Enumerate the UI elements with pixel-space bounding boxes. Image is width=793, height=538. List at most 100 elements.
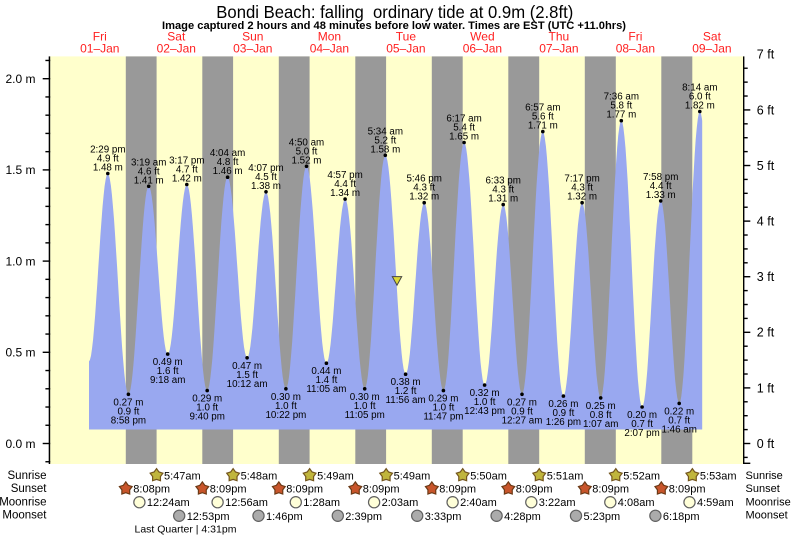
svg-text:1:26 pm: 1:26 pm	[546, 417, 581, 428]
svg-text:0.22 m: 0.22 m	[664, 406, 694, 417]
svg-text:0.30 m: 0.30 m	[350, 392, 380, 403]
svg-text:0.47 m: 0.47 m	[232, 361, 262, 372]
svg-text:4 ft: 4 ft	[757, 215, 775, 229]
svg-text:0.7 ft: 0.7 ft	[631, 419, 653, 430]
svg-text:5:34 am: 5:34 am	[368, 126, 403, 137]
svg-text:8:09pm: 8:09pm	[286, 484, 323, 496]
svg-text:4.5 ft: 4.5 ft	[255, 172, 277, 183]
svg-text:0.32 m: 0.32 m	[470, 388, 500, 399]
svg-text:2:40am: 2:40am	[460, 497, 497, 509]
svg-text:6:17 am: 6:17 am	[446, 114, 481, 125]
svg-text:12:53pm: 12:53pm	[187, 511, 230, 523]
svg-text:3:22am: 3:22am	[539, 497, 576, 509]
svg-text:0.49 m: 0.49 m	[153, 357, 183, 368]
svg-text:1.6 ft: 1.6 ft	[157, 366, 179, 377]
svg-text:4:08am: 4:08am	[618, 497, 655, 509]
svg-text:Fri: Fri	[628, 30, 642, 44]
svg-text:11:05 pm: 11:05 pm	[345, 410, 385, 421]
svg-text:1.4 ft: 1.4 ft	[316, 375, 338, 386]
svg-text:0.26 m: 0.26 m	[548, 399, 578, 410]
svg-text:02–Jan: 02–Jan	[157, 41, 196, 55]
svg-text:4:50 am: 4:50 am	[289, 137, 324, 148]
svg-text:6 ft: 6 ft	[757, 103, 775, 117]
svg-text:4.4 ft: 4.4 ft	[650, 181, 672, 192]
svg-text:5:52am: 5:52am	[623, 470, 660, 482]
svg-text:1.42 m: 1.42 m	[172, 174, 202, 185]
svg-text:0.7 ft: 0.7 ft	[668, 415, 690, 426]
svg-text:10:12 am: 10:12 am	[227, 379, 268, 390]
svg-text:0.44 m: 0.44 m	[311, 366, 341, 377]
svg-text:8:09pm: 8:09pm	[439, 484, 476, 496]
svg-text:1.46 m: 1.46 m	[213, 166, 243, 177]
svg-text:2:03am: 2:03am	[382, 497, 419, 509]
svg-text:Thu: Thu	[549, 30, 570, 44]
svg-text:1.32 m: 1.32 m	[567, 192, 597, 203]
svg-text:0.9 ft: 0.9 ft	[553, 408, 575, 419]
svg-text:5:46 pm: 5:46 pm	[406, 174, 441, 185]
svg-text:3:33pm: 3:33pm	[425, 511, 462, 523]
svg-text:0.0 m: 0.0 m	[5, 437, 35, 451]
svg-text:4:59am: 4:59am	[697, 497, 734, 509]
svg-text:Sun: Sun	[242, 30, 263, 44]
svg-text:1.0 ft: 1.0 ft	[433, 403, 455, 414]
svg-text:2:29 pm: 2:29 pm	[90, 145, 125, 156]
svg-text:1.65 m: 1.65 m	[449, 132, 479, 143]
svg-text:1.0 ft: 1.0 ft	[196, 403, 218, 414]
svg-text:7:17 pm: 7:17 pm	[564, 174, 599, 185]
svg-text:3:17 pm: 3:17 pm	[169, 156, 204, 167]
svg-text:1.34 m: 1.34 m	[330, 188, 360, 199]
svg-text:1.52 m: 1.52 m	[292, 155, 322, 166]
svg-text:2 ft: 2 ft	[757, 326, 775, 340]
svg-text:0 ft: 0 ft	[757, 437, 775, 451]
svg-text:8:14 am: 8:14 am	[682, 83, 717, 94]
svg-text:0.30 m: 0.30 m	[271, 392, 301, 403]
svg-text:4.3 ft: 4.3 ft	[492, 185, 514, 196]
svg-text:12:56am: 12:56am	[225, 497, 268, 509]
svg-text:5.2 ft: 5.2 ft	[374, 135, 396, 146]
svg-text:9:40 pm: 9:40 pm	[189, 412, 224, 423]
svg-text:1.5 ft: 1.5 ft	[236, 370, 258, 381]
svg-text:4.6 ft: 4.6 ft	[138, 166, 160, 177]
svg-text:1.71 m: 1.71 m	[528, 121, 558, 132]
svg-text:8:58 pm: 8:58 pm	[111, 415, 146, 426]
svg-text:1.33 m: 1.33 m	[646, 190, 676, 201]
svg-text:Mon: Mon	[318, 30, 341, 44]
svg-text:5.8 ft: 5.8 ft	[610, 101, 632, 112]
svg-text:06–Jan: 06–Jan	[463, 41, 502, 55]
svg-text:5.4 ft: 5.4 ft	[453, 123, 475, 134]
svg-text:1.77 m: 1.77 m	[606, 110, 636, 121]
svg-text:4.3 ft: 4.3 ft	[571, 183, 593, 194]
svg-text:6:33 pm: 6:33 pm	[485, 176, 520, 187]
svg-text:11:05 am: 11:05 am	[306, 384, 346, 395]
svg-text:Moonrise: Moonrise	[0, 497, 47, 509]
svg-text:4:07 pm: 4:07 pm	[248, 163, 283, 174]
svg-text:1.2 ft: 1.2 ft	[395, 386, 417, 397]
svg-text:1.32 m: 1.32 m	[409, 192, 439, 203]
svg-text:5 ft: 5 ft	[757, 159, 775, 173]
svg-text:Sunset: Sunset	[11, 483, 48, 495]
svg-text:1:46 am: 1:46 am	[661, 424, 696, 435]
svg-text:Moonrise: Moonrise	[746, 497, 791, 509]
svg-text:7 ft: 7 ft	[757, 48, 775, 62]
svg-text:12:24am: 12:24am	[147, 497, 190, 509]
svg-text:0.9 ft: 0.9 ft	[118, 406, 140, 417]
svg-text:0.9 ft: 0.9 ft	[511, 406, 533, 417]
svg-text:8:09pm: 8:09pm	[210, 484, 247, 496]
svg-text:0.29 m: 0.29 m	[428, 394, 458, 405]
svg-text:Wed: Wed	[470, 30, 494, 44]
svg-text:10:22 pm: 10:22 pm	[265, 410, 306, 421]
svg-text:Moonset: Moonset	[746, 510, 788, 522]
svg-text:7:58 pm: 7:58 pm	[643, 172, 678, 183]
svg-text:0.27 m: 0.27 m	[507, 397, 537, 408]
svg-text:8:09pm: 8:09pm	[363, 484, 400, 496]
svg-text:01–Jan: 01–Jan	[80, 41, 119, 55]
svg-text:1.82 m: 1.82 m	[685, 101, 715, 112]
svg-text:1.31 m: 1.31 m	[488, 194, 518, 205]
svg-text:5.0 ft: 5.0 ft	[296, 146, 318, 157]
svg-text:08–Jan: 08–Jan	[616, 41, 655, 55]
svg-text:1.38 m: 1.38 m	[251, 181, 281, 192]
svg-text:6:18pm: 6:18pm	[663, 511, 700, 523]
svg-text:2:39pm: 2:39pm	[345, 511, 382, 523]
svg-text:7:36 am: 7:36 am	[604, 92, 639, 103]
svg-text:Moonset: Moonset	[2, 510, 47, 522]
